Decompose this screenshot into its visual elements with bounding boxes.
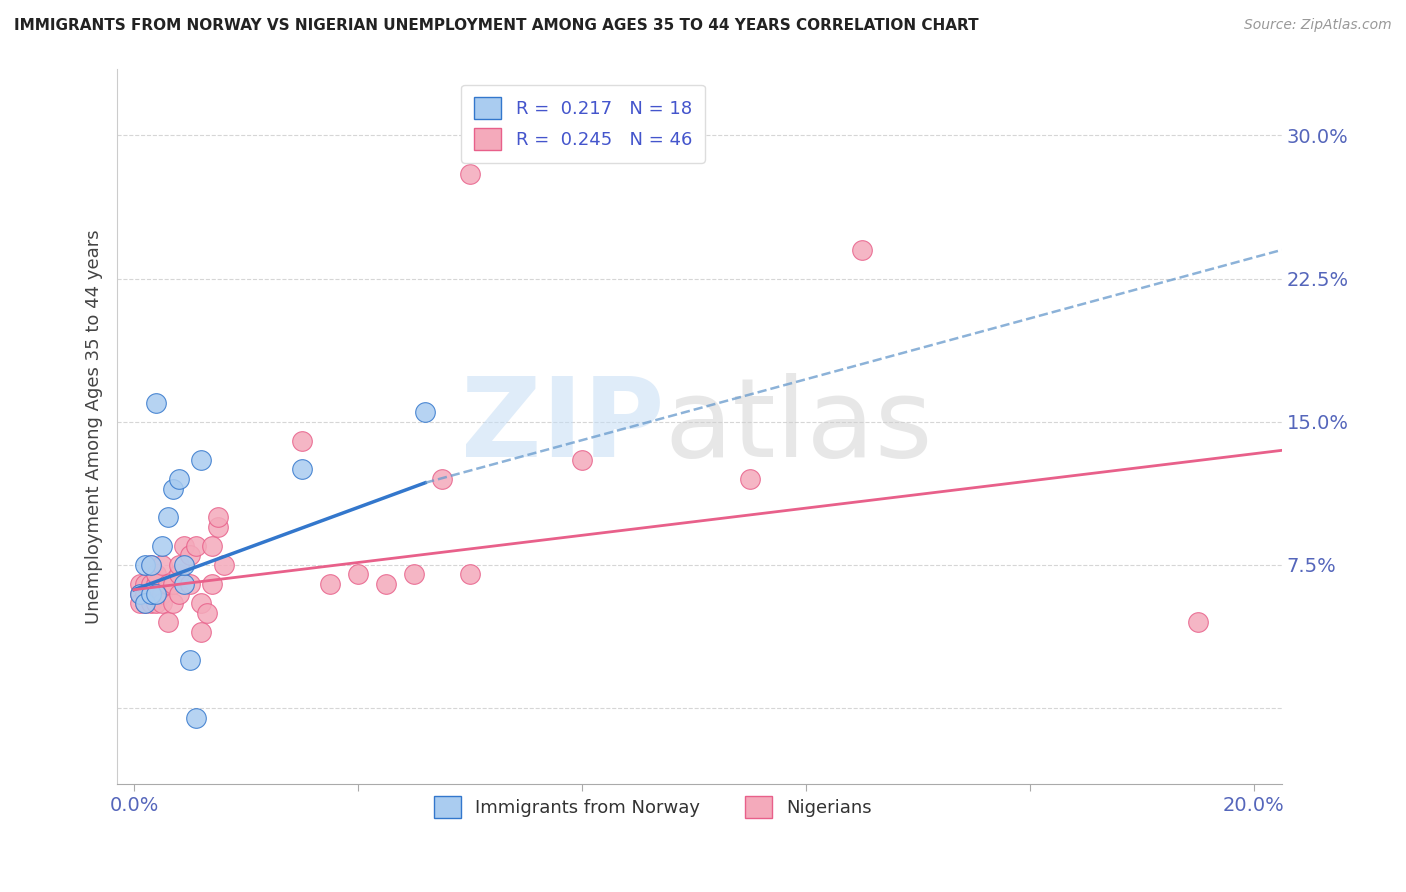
Point [173, 558, 195, 572]
Point [150, 586, 173, 600]
Point [458, 167, 481, 181]
Point [195, 606, 218, 620]
Y-axis label: Unemployment Among Ages 35 to 44 years: Unemployment Among Ages 35 to 44 years [86, 229, 103, 624]
Text: IMMIGRANTS FROM NORWAY VS NIGERIAN UNEMPLOYMENT AMONG AGES 35 TO 44 YEARS CORREL: IMMIGRANTS FROM NORWAY VS NIGERIAN UNEMP… [14, 18, 979, 33]
Point [212, 558, 235, 572]
Point [190, 453, 212, 467]
Point [179, 549, 201, 563]
Point [167, 472, 190, 486]
Point [128, 596, 150, 610]
Point [139, 586, 162, 600]
Point [145, 596, 167, 610]
Point [190, 624, 212, 639]
Point [179, 577, 201, 591]
Point [134, 577, 156, 591]
Point [291, 434, 314, 448]
Point [128, 586, 150, 600]
Point [128, 586, 150, 600]
Point [1187, 615, 1209, 629]
Point [319, 577, 342, 591]
Point [167, 586, 190, 600]
Legend: Immigrants from Norway, Nigerians: Immigrants from Norway, Nigerians [426, 789, 880, 825]
Point [167, 567, 190, 582]
Point [738, 472, 761, 486]
Point [156, 510, 179, 524]
Point [134, 596, 156, 610]
Point [413, 405, 436, 419]
Point [150, 596, 173, 610]
Point [184, 539, 207, 553]
Point [851, 243, 873, 257]
Text: ZIP: ZIP [461, 373, 665, 480]
Point [128, 577, 150, 591]
Point [173, 577, 195, 591]
Point [402, 567, 425, 582]
Point [201, 577, 224, 591]
Point [145, 586, 167, 600]
Point [179, 653, 201, 667]
Point [145, 395, 167, 409]
Point [458, 567, 481, 582]
Text: Source: ZipAtlas.com: Source: ZipAtlas.com [1244, 18, 1392, 32]
Point [139, 558, 162, 572]
Point [571, 453, 593, 467]
Point [162, 596, 184, 610]
Point [173, 539, 195, 553]
Point [207, 510, 229, 524]
Point [139, 558, 162, 572]
Text: atlas: atlas [665, 373, 934, 480]
Point [139, 596, 162, 610]
Point [156, 615, 179, 629]
Point [167, 558, 190, 572]
Point [347, 567, 370, 582]
Point [291, 462, 314, 476]
Point [134, 558, 156, 572]
Point [430, 472, 453, 486]
Point [150, 539, 173, 553]
Point [375, 577, 398, 591]
Point [134, 596, 156, 610]
Point [162, 577, 184, 591]
Point [162, 482, 184, 496]
Point [139, 577, 162, 591]
Point [184, 710, 207, 724]
Point [150, 558, 173, 572]
Point [156, 577, 179, 591]
Point [145, 577, 167, 591]
Point [190, 596, 212, 610]
Point [134, 586, 156, 600]
Point [145, 567, 167, 582]
Point [201, 539, 224, 553]
Point [207, 519, 229, 533]
